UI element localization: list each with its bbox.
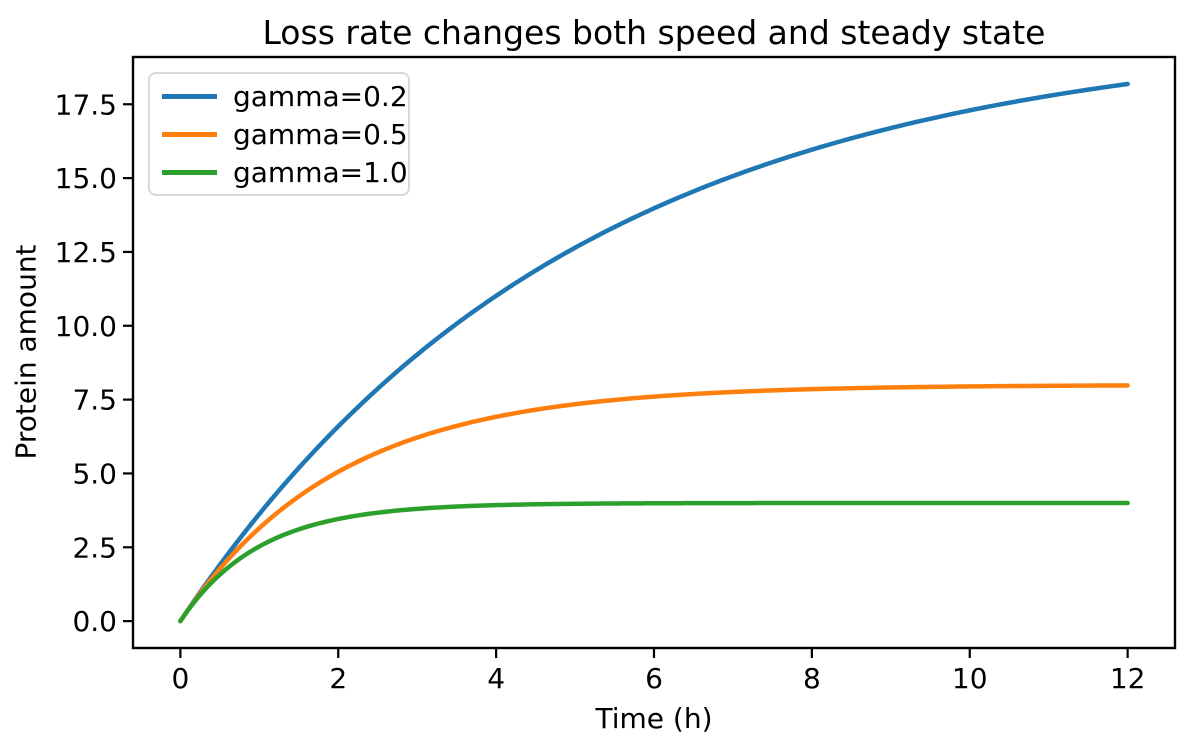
x-tick-label: 10 (952, 662, 988, 695)
chart-title: Loss rate changes both speed and steady … (262, 13, 1046, 52)
y-tick-label: 2.5 (72, 531, 117, 564)
y-tick-label: 10.0 (55, 310, 117, 343)
x-axis-label: Time (h) (595, 702, 713, 735)
legend-item: gamma=0.5 (150, 115, 408, 153)
legend-line-swatch (162, 131, 217, 137)
y-tick-label: 5.0 (72, 457, 117, 490)
y-tick-label: 7.5 (72, 384, 117, 417)
legend-label: gamma=0.5 (233, 117, 408, 151)
x-tick-label: 6 (645, 662, 663, 695)
x-tick-label: 8 (803, 662, 821, 695)
series-line-gamma-0.5 (178, 383, 1130, 624)
legend-item: gamma=1.0 (150, 153, 408, 191)
x-tick-label: 12 (1110, 662, 1146, 695)
y-tick-label: 12.5 (55, 236, 117, 269)
x-tick-label: 4 (487, 662, 505, 695)
legend-line-swatch (162, 93, 217, 99)
legend-label: gamma=1.0 (233, 155, 408, 189)
legend-line-swatch (162, 169, 217, 175)
x-tick-label: 2 (329, 662, 347, 695)
legend-label: gamma=0.2 (233, 79, 408, 113)
x-tick-label: 0 (171, 662, 189, 695)
y-tick-label: 15.0 (55, 162, 117, 195)
y-tick-label: 0.0 (72, 605, 117, 638)
series-line-gamma-0.2 (178, 81, 1130, 624)
y-tick-label: 17.5 (55, 88, 117, 121)
legend: gamma=0.2 gamma=0.5 gamma=1.0 (148, 72, 410, 196)
series-line-gamma-1.0 (178, 500, 1130, 624)
legend-item: gamma=0.2 (150, 77, 408, 115)
